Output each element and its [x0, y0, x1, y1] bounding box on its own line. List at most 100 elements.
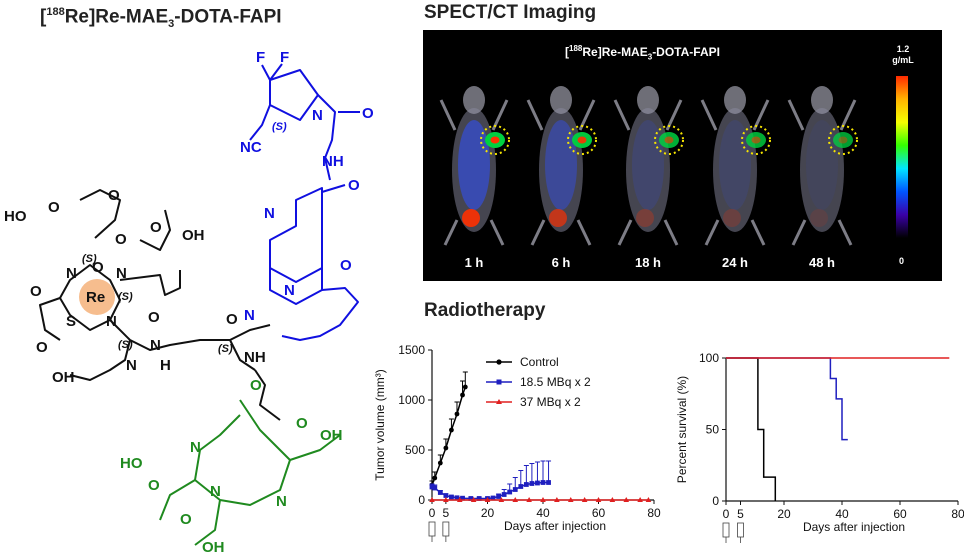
structure-heading: [188Re]Re-MAE3-DOTA-FAPI [40, 6, 282, 30]
series-line [726, 357, 848, 441]
mouse-head [811, 86, 833, 114]
mouse-scan [439, 86, 510, 246]
atom-label: O [348, 177, 360, 194]
atom-label: F [256, 49, 265, 66]
series-line [431, 386, 467, 486]
timepoint-label: 24 h [721, 255, 748, 270]
tumor-circle [828, 125, 858, 155]
timepoint-label: 1 h [464, 255, 484, 270]
data-point [535, 480, 540, 486]
data-point [554, 497, 560, 502]
y-tick-label: 500 [405, 443, 425, 457]
syringe-icon [442, 521, 450, 542]
data-point [470, 497, 477, 502]
heading-name: Re]Re-MAE [64, 6, 169, 28]
radiotherapy-heading: Radiotherapy [424, 300, 546, 321]
atom-label: Re [86, 289, 105, 306]
spect-title-tail: -DOTA-FAPI [652, 45, 720, 59]
data-point [429, 497, 435, 502]
atom-label: N [106, 313, 117, 330]
data-point [526, 497, 532, 502]
x-tick-label: 80 [951, 507, 964, 521]
atom-label: N [150, 337, 161, 354]
series-line [726, 357, 777, 501]
atom-label: N [116, 265, 127, 282]
tumor-hotspot [838, 136, 848, 144]
data-point [460, 495, 465, 501]
atom-label: O [340, 257, 352, 274]
syringe-barrel [737, 522, 744, 538]
atom-label: O [296, 415, 308, 432]
data-point [460, 392, 465, 398]
bladder-uptake [549, 209, 567, 227]
atom-label: H [160, 357, 171, 374]
mouse-body [539, 108, 583, 232]
data-point [456, 497, 463, 502]
x-axis-label: Days after injection [803, 520, 905, 534]
atom-label: O [362, 105, 374, 122]
atom-label: O [36, 339, 48, 356]
atom-label: O [150, 219, 162, 236]
mouse-limbs [526, 99, 596, 246]
atom-label: (S) [272, 121, 287, 133]
x-tick-label: 60 [592, 506, 606, 520]
atom-label: O [30, 283, 42, 300]
syringe-icon [722, 522, 730, 543]
tumor-hotspot [577, 136, 587, 144]
atom-label: N [190, 439, 201, 456]
atom-label: N [244, 307, 255, 324]
syringe-barrel [722, 522, 730, 538]
atom-label: O [148, 309, 160, 326]
data-point [498, 497, 505, 502]
data-point [443, 493, 449, 498]
legend-label: Control [520, 355, 559, 369]
atom-label: OH [202, 539, 225, 556]
atom-label: OH [182, 227, 205, 244]
y-tick-label: 0 [712, 494, 719, 508]
legend-label: 18.5 MBq x 2 [520, 375, 591, 389]
x-tick-label: 0 [429, 506, 436, 520]
mouse-head [724, 86, 746, 114]
y-tick-label: 1000 [398, 393, 425, 407]
mouse-scan [613, 86, 684, 246]
syringe-barrel [442, 521, 450, 537]
spect-title-subscript: 3 [647, 52, 653, 62]
data-point [490, 495, 496, 501]
heading-subscript: 3 [168, 18, 175, 31]
data-point [432, 475, 438, 481]
atom-label: N [264, 205, 275, 222]
bladder-uptake [723, 209, 741, 227]
x-tick-label: 0 [723, 507, 730, 521]
tumor-circle [567, 125, 597, 155]
mouse-scan [526, 86, 597, 246]
bladder-uptake [810, 209, 828, 227]
timepoint-label: 18 h [634, 255, 661, 270]
x-tick-label: 60 [893, 507, 907, 521]
atom-label: S [66, 313, 76, 330]
heading-tail: -DOTA-FAPI [174, 6, 282, 28]
data-point [540, 480, 546, 485]
rhenium-highlight [79, 279, 115, 315]
data-point [454, 495, 460, 501]
x-axis-label: Days after injection [504, 519, 606, 533]
mouse-body [800, 108, 844, 232]
spect-frame: 1 h [431, 70, 517, 270]
spect-title-bracket: [ [565, 45, 570, 59]
atom-label: (S) [118, 291, 133, 303]
data-point [443, 497, 449, 502]
legend-marker [496, 379, 502, 385]
data-point [512, 497, 519, 502]
y-tick-label: 0 [418, 493, 425, 507]
data-point [546, 480, 551, 485]
data-point [609, 497, 616, 502]
x-tick-label: 20 [777, 507, 791, 521]
tumor-circle [654, 125, 684, 155]
data-point [432, 485, 438, 491]
atom-label: HO [120, 455, 143, 472]
data-point [540, 497, 546, 502]
y-axis-label: Tumor volume (mm³) [373, 369, 387, 481]
data-point [443, 445, 449, 451]
syringe-icon [737, 522, 744, 543]
syringe-icon [428, 521, 436, 542]
body-uptake [545, 120, 577, 210]
